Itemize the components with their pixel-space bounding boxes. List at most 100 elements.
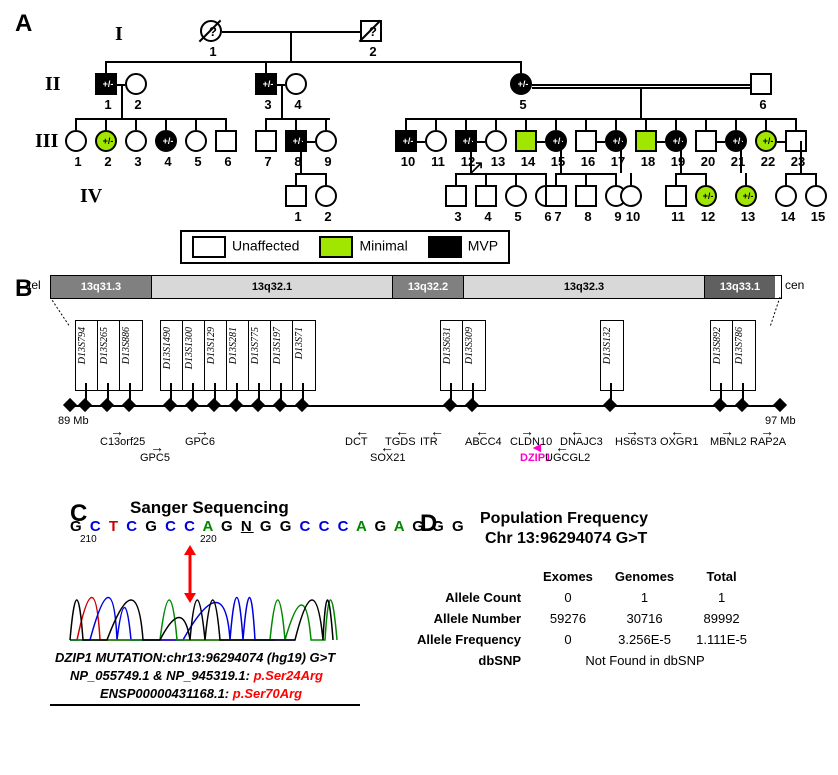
row-label: Allele Number bbox=[407, 609, 531, 628]
cell: 59276 bbox=[533, 609, 603, 628]
desc-line bbox=[265, 61, 267, 73]
pedigree-symbol: 3 bbox=[445, 185, 467, 207]
pos-210: 210 bbox=[80, 534, 97, 545]
cell: 0 bbox=[533, 630, 603, 649]
pedigree-symbol: 4 bbox=[475, 185, 497, 207]
desc-line bbox=[290, 31, 292, 61]
col-header: Total bbox=[686, 567, 757, 586]
pedigree-symbol: +/-5 bbox=[510, 73, 532, 95]
col-header: Genomes bbox=[605, 567, 684, 586]
gene-label: TGDS bbox=[385, 436, 416, 448]
pedigree-symbol: +/-21 bbox=[725, 130, 747, 152]
gene-label: C13orf25 bbox=[100, 436, 145, 448]
gene-label: UGCGL2 bbox=[545, 452, 590, 464]
pedigree-symbol: 11 bbox=[665, 185, 687, 207]
cell: 0 bbox=[533, 588, 603, 607]
aa-change: p.Ser24Arg bbox=[254, 668, 323, 683]
pedigree-symbol: +/-17 bbox=[605, 130, 627, 152]
gene-label: OXGR1 bbox=[660, 436, 699, 448]
pedigree-symbol: +/-22 bbox=[755, 130, 777, 152]
pedigree-symbol: +/-10 bbox=[395, 130, 417, 152]
pedigree-symbol: 5 bbox=[505, 185, 527, 207]
pedigree-symbol: 18 bbox=[635, 130, 657, 152]
pedigree-symbol: 10 bbox=[620, 185, 642, 207]
pedigree-symbol: 7 bbox=[545, 185, 567, 207]
swatch-mvp bbox=[428, 236, 462, 258]
mutation-line3: ENSP00000431168.1: p.Ser70Arg bbox=[100, 686, 302, 701]
sequence-letters: G C T C G C C A G N G G C C C A G A G G … bbox=[70, 518, 466, 535]
marker-box: D13S1300 bbox=[182, 320, 206, 391]
band: 13q32.2 bbox=[393, 276, 464, 298]
pedigree-legend: Unaffected Minimal MVP bbox=[180, 230, 510, 264]
pedigree-symbol: +/-12 bbox=[695, 185, 717, 207]
pedigree-symbol: +/-4 bbox=[155, 130, 177, 152]
table-row: Allele Number592763071689992 bbox=[407, 609, 757, 628]
pedigree-symbol: +/-13 bbox=[735, 185, 757, 207]
pedigree-symbol: 4 bbox=[285, 73, 307, 95]
legend-item: MVP bbox=[428, 236, 498, 258]
pedigree-symbol: 3 bbox=[125, 130, 147, 152]
txt: NP_055749.1 & NP_945319.1: bbox=[70, 668, 250, 683]
gen-iii: III bbox=[35, 130, 58, 153]
marker-box: D13S794 bbox=[75, 320, 99, 391]
popfreq-subtitle: Chr 13:96294074 G>T bbox=[485, 530, 647, 548]
figure: A I II III IV ? 1 ? 2 Unaffected Mi bbox=[10, 10, 828, 765]
panel-d-label: D bbox=[420, 510, 437, 538]
mutation-line2: NP_055749.1 & NP_945319.1: p.Ser24Arg bbox=[70, 668, 323, 683]
band: 13q33.1 bbox=[705, 276, 775, 298]
swatch-unaffected bbox=[192, 236, 226, 258]
cell: 1 bbox=[686, 588, 757, 607]
marker-box: D13S631 bbox=[440, 320, 464, 391]
sanger-title: Sanger Sequencing bbox=[130, 498, 289, 518]
legend-label: Unaffected bbox=[232, 238, 299, 254]
pedigree-symbol: +/-3 bbox=[255, 73, 277, 95]
gen-iv: IV bbox=[80, 185, 102, 208]
chromatogram bbox=[65, 545, 345, 645]
pedigree-symbol: 6 bbox=[215, 130, 237, 152]
cell: 30716 bbox=[605, 609, 684, 628]
band: 13q32.1 bbox=[152, 276, 393, 298]
cell: 89992 bbox=[686, 609, 757, 628]
row-label: Allele Count bbox=[407, 588, 531, 607]
desc-line bbox=[520, 61, 522, 73]
cen-label: cen bbox=[785, 278, 804, 292]
cell: 1 bbox=[605, 588, 684, 607]
gene-label: RAP2A bbox=[750, 436, 786, 448]
marker-box: D13S786 bbox=[732, 320, 756, 391]
panel-a-label: A bbox=[15, 10, 32, 38]
popfreq-table: Exomes Genomes Total Allele Count011 All… bbox=[405, 565, 759, 672]
pos-220: 220 bbox=[200, 534, 217, 545]
marker-box: D13S71 bbox=[292, 320, 316, 391]
pedigree-symbol: +/-15 bbox=[545, 130, 567, 152]
pedigree-symbol: 16 bbox=[575, 130, 597, 152]
row-label: Allele Frequency bbox=[407, 630, 531, 649]
pedigree-symbol: 2 bbox=[125, 73, 147, 95]
band: 13q31.3 bbox=[51, 276, 152, 298]
pedigree-symbol: +/-1 bbox=[95, 73, 117, 95]
pedigree: I II III IV ? 1 ? 2 Unaffected Minimal bbox=[50, 15, 820, 265]
legend-label: MVP bbox=[468, 238, 498, 254]
table-row: Allele Count011 bbox=[407, 588, 757, 607]
pedigree-symbol: 23 bbox=[785, 130, 807, 152]
gen-i: I bbox=[115, 23, 123, 46]
txt: ENSP00000431168.1: bbox=[100, 686, 229, 701]
pedigree-symbol: 1 bbox=[65, 130, 87, 152]
tel-label: tel bbox=[28, 278, 41, 292]
col-header: Exomes bbox=[533, 567, 603, 586]
marker-box: D13S892 bbox=[710, 320, 734, 391]
pedigree-symbol: 11 bbox=[425, 130, 447, 152]
pedigree-symbol: 13 bbox=[485, 130, 507, 152]
mb-start: 89 Mb bbox=[58, 415, 89, 427]
gene-label: DCT bbox=[345, 436, 368, 448]
marker-box: D13S197 bbox=[270, 320, 294, 391]
gene-label: DNAJC3 bbox=[560, 436, 603, 448]
legend-label: Minimal bbox=[359, 238, 407, 254]
pedigree-symbol: 8 bbox=[575, 185, 597, 207]
cell: Not Found in dbSNP bbox=[533, 651, 757, 670]
legend-item: Unaffected bbox=[192, 236, 299, 258]
cell: 1.111E-5 bbox=[686, 630, 757, 649]
swatch-minimal bbox=[319, 236, 353, 258]
pedigree-symbol: 6 bbox=[750, 73, 772, 95]
gene-label: GPC6 bbox=[185, 436, 215, 448]
popfreq-title: Population Frequency bbox=[480, 510, 648, 528]
